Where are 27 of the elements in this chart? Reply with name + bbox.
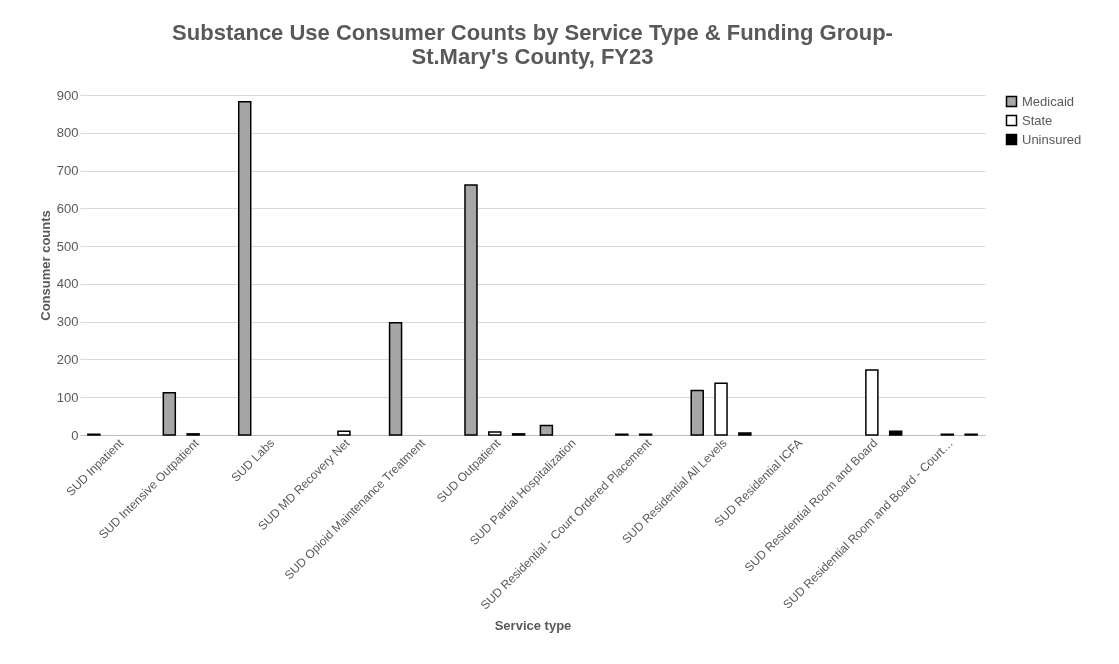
y-tick-label: 800 — [56, 125, 79, 141]
bar — [337, 430, 351, 436]
bar — [162, 391, 177, 436]
y-tick-label: 300 — [56, 314, 79, 330]
y-tick-label: 500 — [56, 238, 79, 254]
y-tick-label: 0 — [71, 427, 79, 443]
bar — [888, 430, 903, 436]
bar — [714, 382, 728, 436]
bar — [865, 369, 879, 436]
legend-label: Medicaid — [1022, 93, 1075, 109]
y-tick-label: 600 — [56, 200, 79, 216]
y-tick-label: 700 — [56, 163, 79, 179]
x-axis-title: Service type — [494, 617, 572, 633]
bar — [464, 184, 478, 436]
bar — [388, 322, 403, 436]
y-tick-label: 200 — [56, 351, 79, 367]
bar — [237, 101, 252, 436]
y-tick-label: 900 — [56, 87, 79, 103]
bar — [488, 431, 502, 436]
bar — [690, 389, 704, 436]
bar — [539, 424, 554, 436]
y-tick-label: 100 — [56, 389, 79, 405]
y-tick-label: 400 — [56, 276, 79, 292]
legend-label: Uninsured — [1022, 131, 1082, 147]
legend-label: State — [1022, 112, 1053, 128]
chart-title: Substance Use Consumer Counts by Service Type & Funding Group- St.Mary's County, FY23 — [172, 20, 893, 69]
y-axis-title: Consumer counts — [37, 210, 53, 321]
